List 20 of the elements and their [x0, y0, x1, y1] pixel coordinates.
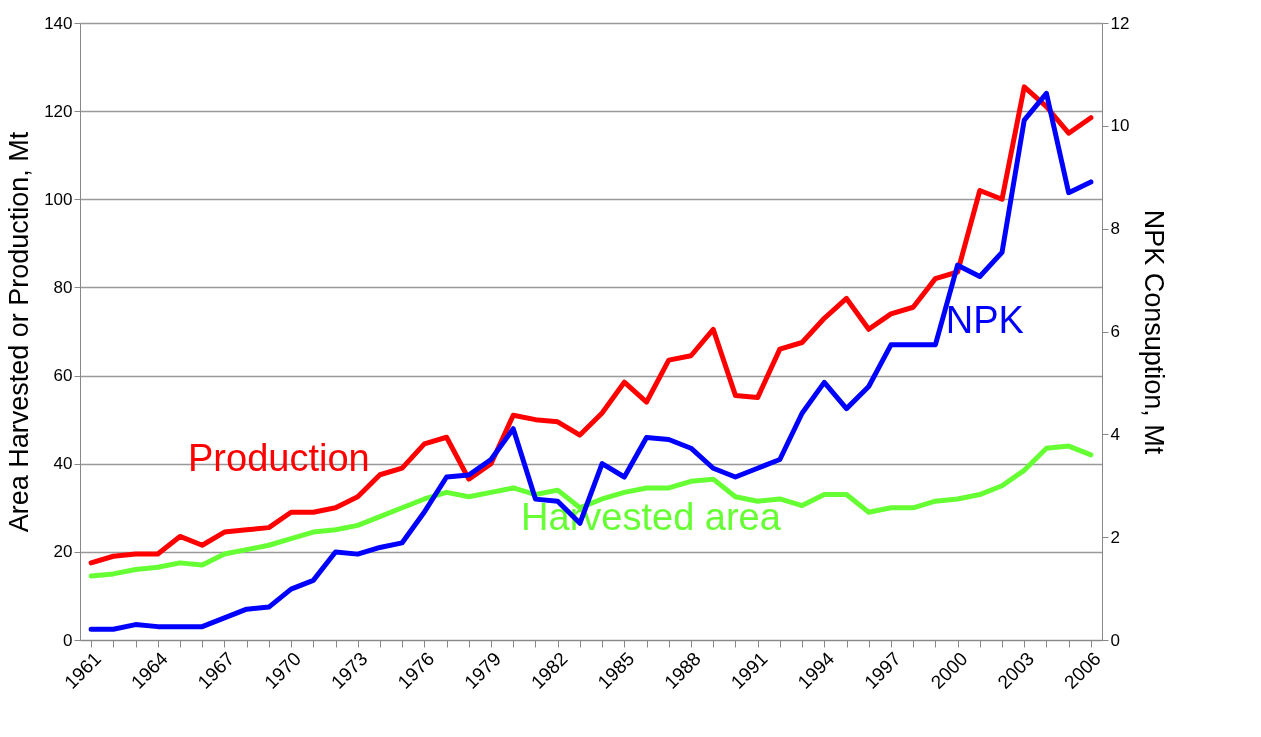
y-tick-label: 40 [53, 454, 73, 474]
y2-axis-title: NPK Consuption, Mt [1139, 209, 1170, 455]
y2-tick-label: 6 [1110, 322, 1120, 341]
y-tick-label: 20 [53, 542, 73, 562]
y-tick-label: 80 [53, 277, 73, 297]
y-tick-label: 100 [44, 189, 73, 209]
y2-tick-label: 4 [1110, 424, 1120, 444]
y-tick-label: 60 [53, 366, 73, 386]
y2-tick-label: 0 [1110, 630, 1120, 650]
y2-tick-label: 2 [1110, 527, 1120, 547]
y-tick-label: 0 [63, 630, 73, 650]
y-tick-label: 140 [44, 13, 73, 33]
y-axis-title: Area Harvested or Production, Mt [4, 131, 35, 533]
y2-tick-label: 12 [1110, 13, 1130, 33]
series-label: NPK [945, 299, 1024, 342]
series-label: Production [188, 436, 370, 479]
y2-tick-label: 10 [1110, 116, 1130, 136]
series-label: Harvested area [521, 496, 782, 539]
y2-tick-label: 8 [1110, 219, 1120, 239]
y-tick-label: 120 [44, 101, 73, 121]
